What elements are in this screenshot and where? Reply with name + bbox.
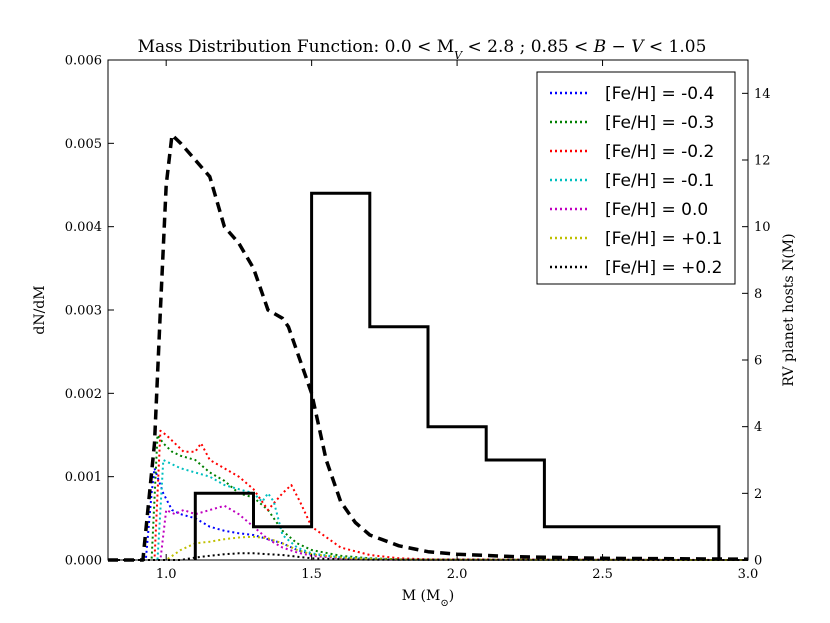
y-tick-label: 0.005 [65, 137, 102, 152]
legend-label-fe-h--0p2: [Fe/H] = -0.2 [605, 142, 714, 162]
histogram-bar-0 [195, 493, 253, 560]
y2-tick-label: 2 [754, 487, 762, 502]
y2-tick-label: 12 [754, 154, 771, 169]
series-line-fe-h--0p3 [108, 434, 749, 561]
legend-label-fe-h-0p0: [Fe/H] = 0.0 [605, 200, 708, 220]
series-line-total [108, 133, 749, 562]
histogram-bar-5 [486, 460, 544, 560]
x-tick-label: 1.5 [301, 567, 322, 582]
y2-tick-label: 6 [754, 354, 762, 369]
x-tick-label: 2.5 [592, 567, 613, 582]
y-tick-label: 0.004 [65, 220, 102, 235]
y2-tick-label: 4 [754, 420, 762, 435]
histogram-bar-2 [312, 193, 370, 560]
x-tick-label: 1.0 [156, 567, 177, 582]
y-tick-label: 0.002 [65, 387, 102, 402]
histogram-bar-3 [370, 327, 428, 560]
histogram-bar-4 [428, 427, 486, 560]
legend: [Fe/H] = -0.4 [Fe/H] = -0.3 [Fe/H] = -0.2 [… [536, 71, 736, 285]
legend-label-fe-h-+0p1: [Fe/H] = +0.1 [605, 229, 722, 249]
legend-label-fe-h-+0p2: [Fe/H] = +0.2 [605, 258, 722, 278]
y2-tick-label: 10 [754, 220, 771, 235]
series-line-fe-h--0p2 [108, 429, 749, 561]
y-tick-label: 0.006 [65, 54, 102, 69]
y2-tick-label: 8 [754, 287, 762, 302]
series-line-fe-h--0p1 [108, 459, 749, 561]
legend-label-fe-h--0p1: [Fe/H] = -0.1 [605, 171, 714, 191]
x-tick-label: 2.0 [447, 567, 468, 582]
y-axis-label: dN/dM [32, 285, 48, 334]
legend-label-fe-h--0p4: [Fe/H] = -0.4 [605, 84, 714, 104]
y2-tick-label: 14 [754, 87, 771, 102]
y2-tick-label: 0 [754, 554, 762, 569]
legend-box [536, 71, 736, 285]
y-tick-label: 0.003 [65, 304, 102, 319]
chart-title: Mass Distribution Function: 0.0 < MV < 2… [138, 37, 707, 62]
histogram-rv-planet-hosts [193, 191, 721, 560]
y-tick-label: 0.001 [65, 470, 102, 485]
y-tick-label: 0.000 [65, 554, 102, 569]
legend-label-fe-h--0p3: [Fe/H] = -0.3 [605, 113, 714, 133]
series-line-fe-h--0p4 [108, 467, 749, 561]
series-line-fe-h-+0p1 [108, 535, 749, 561]
y2-axis-label: RV planet hosts N(M) [781, 233, 797, 386]
histogram-bar-6 [544, 527, 719, 560]
x-tick-label: 3.0 [738, 567, 759, 582]
series-line-fe-h-+0p2 [108, 552, 749, 561]
x-axis-label: M (M⊙) [402, 588, 454, 609]
